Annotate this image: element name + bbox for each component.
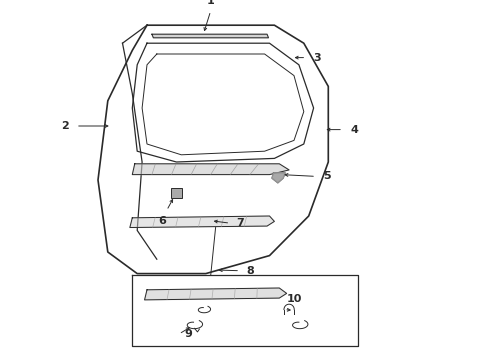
Text: 5: 5: [323, 171, 331, 181]
Bar: [171, 188, 182, 198]
Polygon shape: [132, 164, 289, 175]
Polygon shape: [130, 216, 274, 228]
Text: 3: 3: [314, 53, 321, 63]
Text: 10: 10: [287, 294, 302, 304]
Text: 9: 9: [185, 329, 193, 339]
Text: 4: 4: [350, 125, 358, 135]
Polygon shape: [145, 288, 287, 300]
Polygon shape: [272, 173, 285, 183]
Polygon shape: [152, 34, 269, 38]
Text: 8: 8: [246, 266, 254, 276]
Text: 6: 6: [159, 216, 167, 226]
Text: 7: 7: [236, 218, 244, 228]
Text: 2: 2: [61, 121, 69, 131]
Text: 1: 1: [207, 0, 215, 6]
